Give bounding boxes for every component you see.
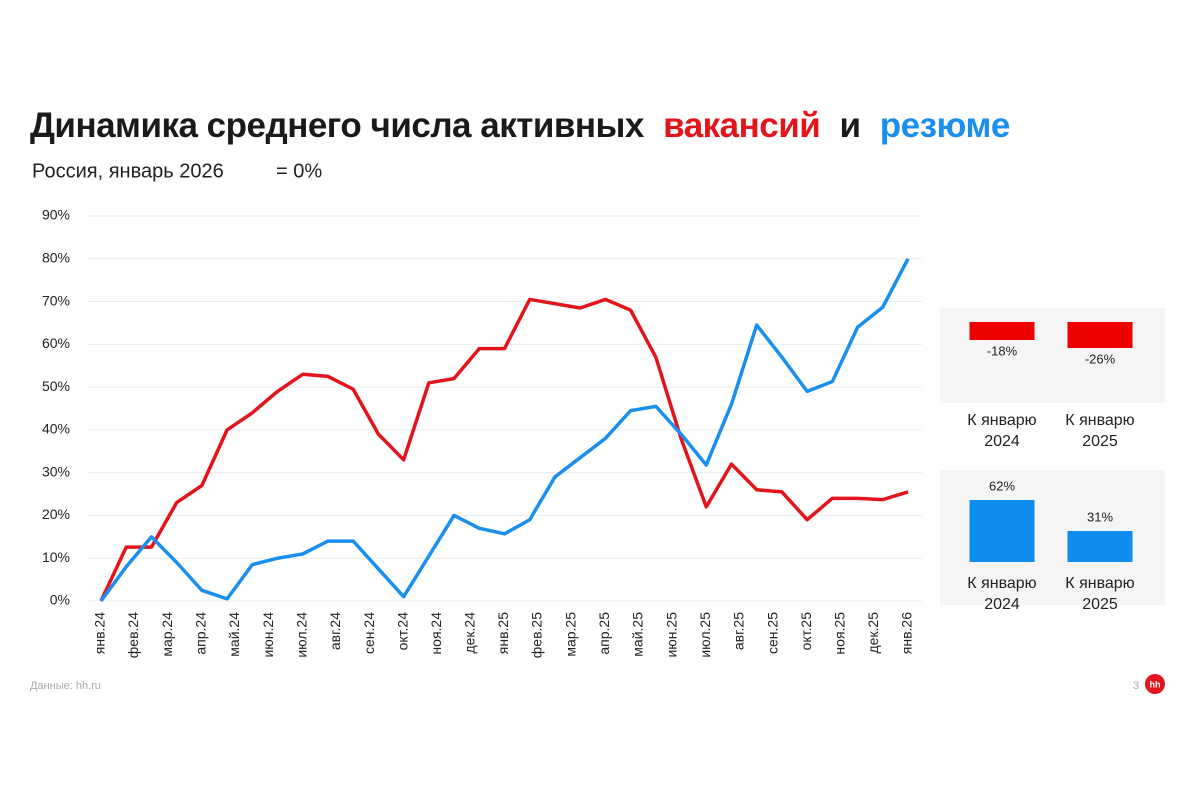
y-tick-label: 0% bbox=[50, 592, 70, 608]
x-tick-label: дек.25 bbox=[865, 612, 881, 654]
bar bbox=[1067, 322, 1133, 348]
value-label: -18% bbox=[987, 343, 1018, 358]
x-tick-label: ноя.24 bbox=[428, 612, 444, 655]
x-tick-label: апр.25 bbox=[596, 612, 612, 655]
series-line bbox=[99, 257, 910, 603]
x-tick-label: окт.24 bbox=[394, 612, 410, 651]
title: Динамика среднего числа активных ваканси… bbox=[30, 106, 1010, 145]
subtitle: Россия, январь 2026 bbox=[32, 160, 224, 182]
bar bbox=[969, 500, 1035, 562]
y-tick-label: 50% bbox=[42, 378, 70, 394]
x-tick-label: янв.26 bbox=[899, 612, 915, 654]
value-label: 31% bbox=[1087, 509, 1113, 524]
x-tick-label: мар.25 bbox=[563, 612, 579, 657]
title-part: резюме bbox=[880, 106, 1010, 145]
y-tick-label: 10% bbox=[42, 549, 70, 565]
bar bbox=[1067, 531, 1133, 562]
x-tick-label: дек.24 bbox=[462, 612, 478, 654]
x-tick-label: окт.25 bbox=[798, 612, 814, 651]
x-tick-label: май.25 bbox=[630, 612, 646, 657]
x-tick-label: июл.25 bbox=[697, 612, 713, 658]
y-tick-label: 60% bbox=[42, 335, 70, 351]
x-tick-label: мар.24 bbox=[159, 612, 175, 657]
category-label: К январю 2025 bbox=[1065, 412, 1135, 450]
title-part: и bbox=[840, 106, 861, 145]
source: Данные: hh.ru bbox=[30, 680, 101, 692]
value-label: -26% bbox=[1085, 351, 1116, 366]
y-tick-label: 30% bbox=[42, 463, 70, 479]
page-number: 3 bbox=[1133, 680, 1139, 692]
x-tick-label: май.24 bbox=[226, 612, 242, 657]
x-tick-label: янв.25 bbox=[495, 612, 511, 654]
y-tick-label: 90% bbox=[42, 207, 70, 223]
x-tick-label: июн.25 bbox=[663, 612, 679, 658]
value-label: 62% bbox=[989, 478, 1015, 493]
subtitle-note: = 0% bbox=[276, 160, 322, 182]
x-tick-label: ноя.25 bbox=[831, 612, 847, 655]
category-label: К январю 2024 bbox=[967, 412, 1037, 450]
y-tick-label: 80% bbox=[42, 249, 70, 265]
logo bbox=[1145, 674, 1165, 694]
bar bbox=[969, 322, 1035, 340]
x-tick-label: апр.24 bbox=[193, 612, 209, 655]
title-part: вакансий bbox=[663, 106, 820, 145]
title-part: Динамика среднего числа активных bbox=[30, 106, 645, 145]
x-tick-label: фев.24 bbox=[125, 612, 141, 658]
y-tick-label: 70% bbox=[42, 292, 70, 308]
category-label: К январю 2025 bbox=[1065, 575, 1135, 613]
category-label: К январю 2024 bbox=[967, 575, 1037, 613]
y-tick-label: 20% bbox=[42, 506, 70, 522]
x-tick-label: июл.24 bbox=[293, 612, 309, 658]
x-tick-label: авг.25 bbox=[730, 612, 746, 650]
x-tick-label: сен.24 bbox=[361, 612, 377, 654]
x-tick-label: июн.24 bbox=[260, 612, 276, 658]
x-tick-label: сен.25 bbox=[764, 612, 780, 654]
logo-text: hh bbox=[1150, 679, 1161, 689]
y-tick-label: 40% bbox=[42, 421, 70, 437]
x-tick-label: фев.25 bbox=[529, 612, 545, 658]
x-tick-label: янв.24 bbox=[92, 612, 108, 654]
x-tick-label: авг.24 bbox=[327, 612, 343, 650]
series-line bbox=[99, 297, 909, 602]
